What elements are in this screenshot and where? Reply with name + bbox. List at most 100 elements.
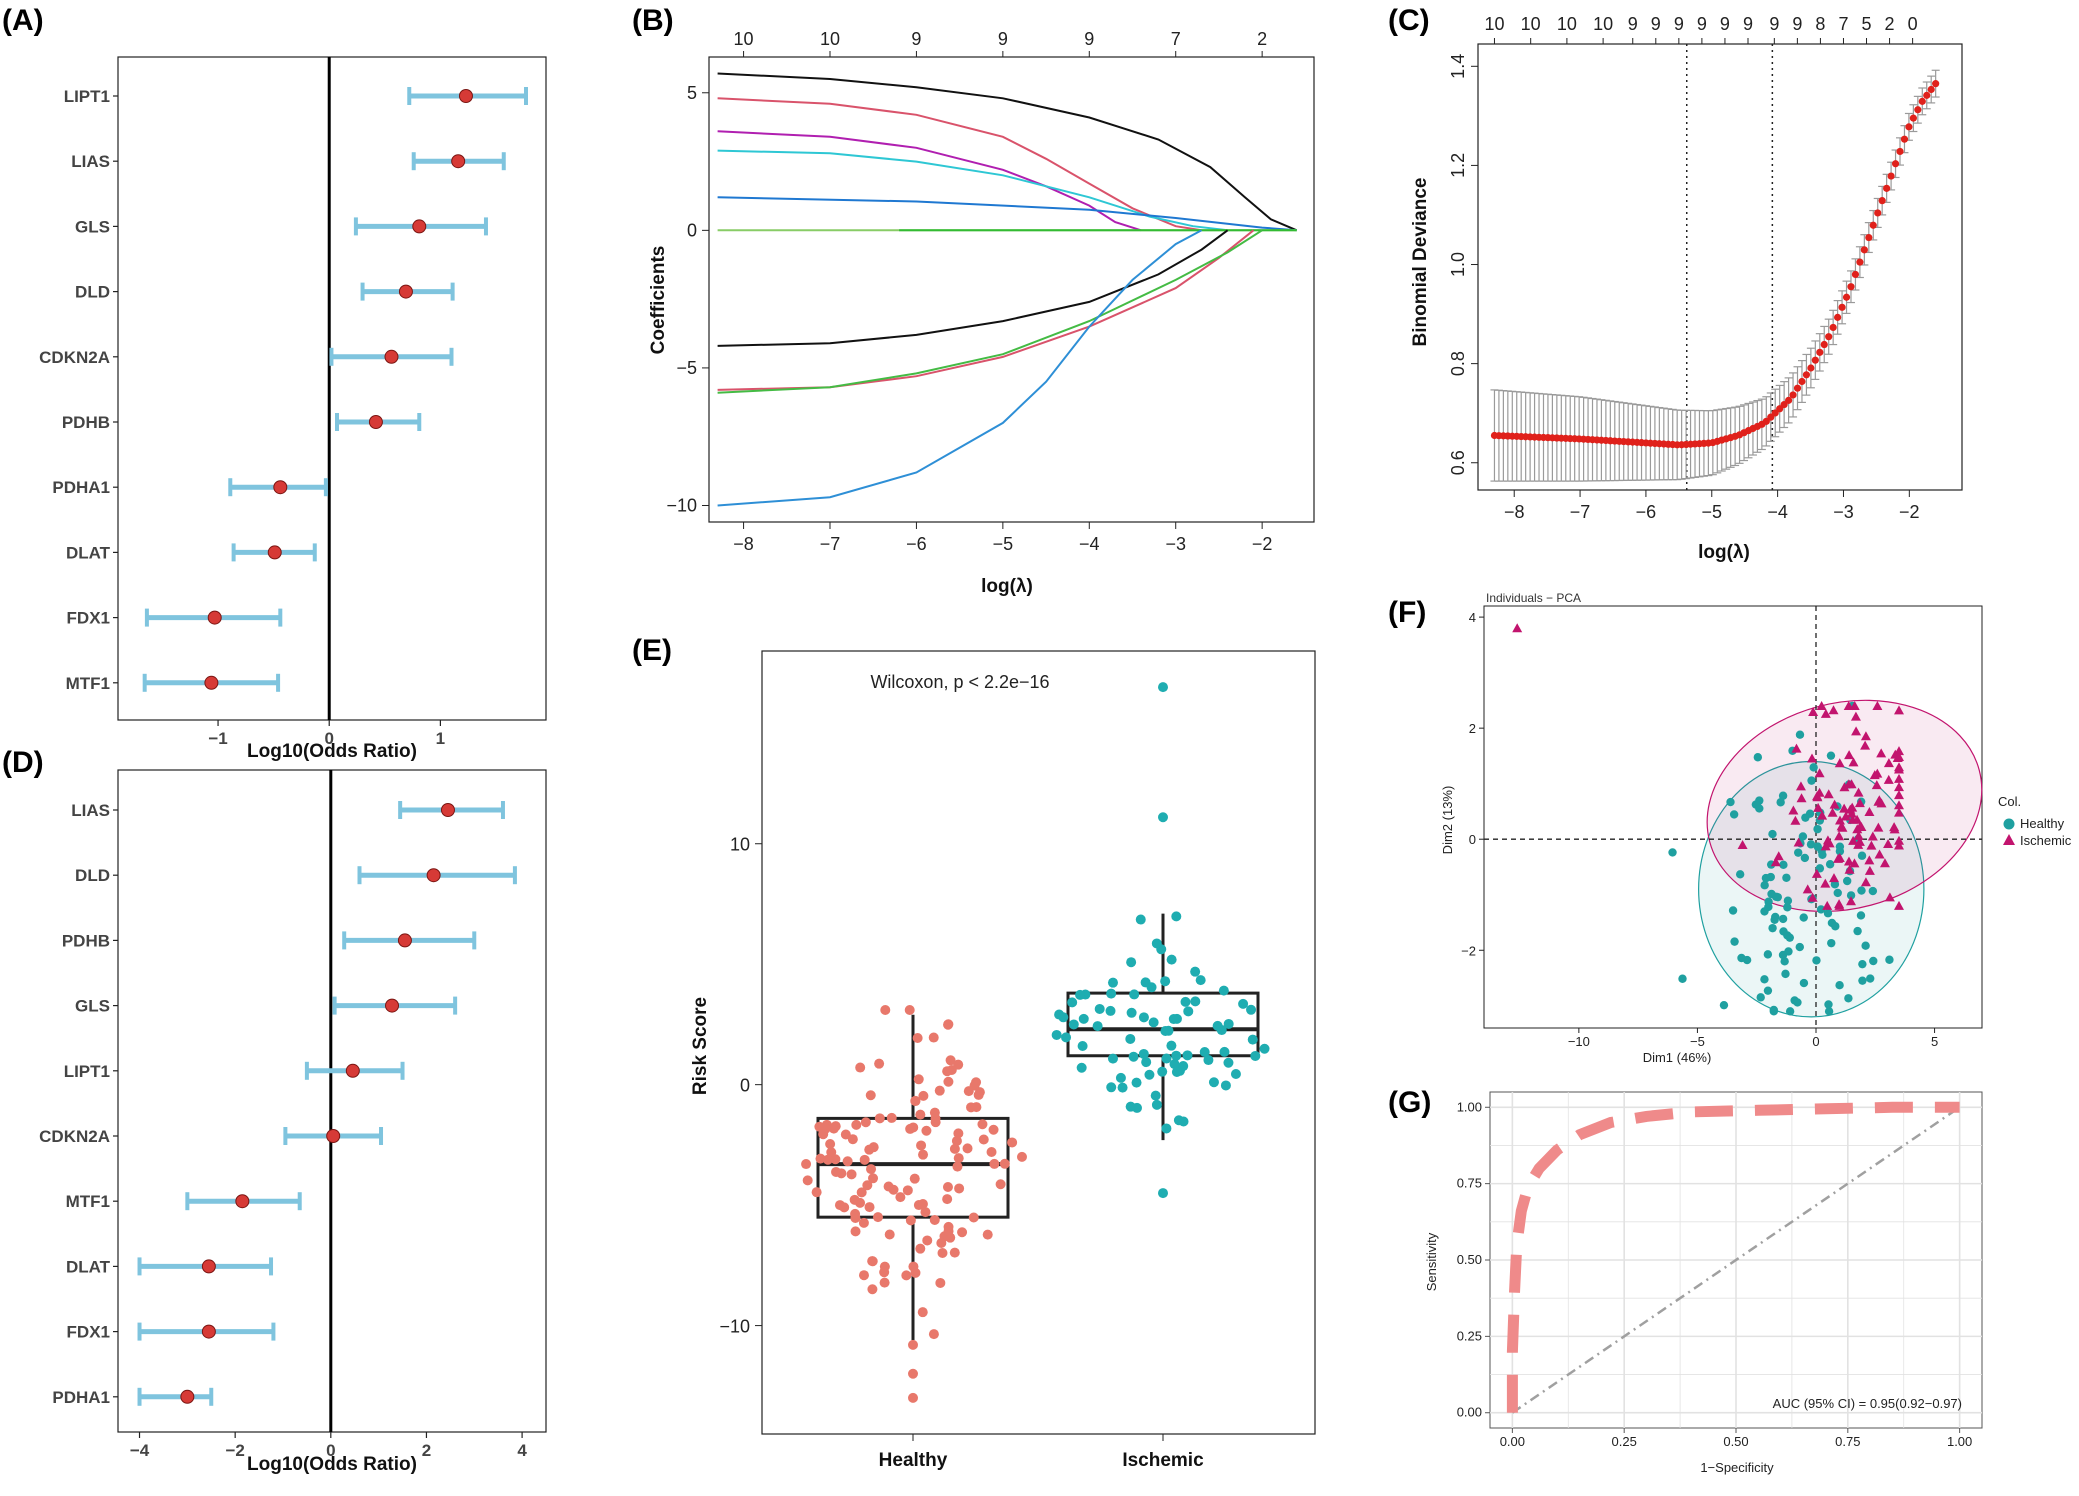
- panel-d-estimate-point: [385, 998, 400, 1013]
- panel-a-estimate-point: [412, 219, 427, 234]
- panel-c-top-tick-label: 10: [1593, 14, 1613, 34]
- panel-e-data-point: [920, 1207, 931, 1218]
- panel-f-ytick-label: 2: [1469, 721, 1476, 736]
- panel-f-legend-ischemic: Ischemic: [2020, 833, 2072, 848]
- panel-f-ytick-label: 4: [1469, 610, 1476, 625]
- panel-f-ischemic-point: [1864, 806, 1875, 816]
- panel-b-xtick-label: −4: [1079, 534, 1100, 554]
- panel-a-gene-label: CDKN2A: [39, 348, 110, 367]
- panel-a-xlabel: Log10(Odds Ratio): [247, 741, 417, 762]
- panel-c-deviance-point: [1842, 293, 1851, 301]
- panel-f-ischemic-point: [1843, 856, 1854, 866]
- panel-c-deviance-point: [1789, 391, 1797, 399]
- panel-f-healthy-point: [1799, 978, 1809, 988]
- panel-e-data-point: [1094, 1003, 1105, 1014]
- panel-e-data-point: [1051, 1029, 1062, 1040]
- panel-e-outlier-point: [1158, 812, 1168, 823]
- panel-g-xtick-label: 1.00: [1947, 1434, 1972, 1449]
- panel-f-ischemic-point: [1807, 892, 1818, 902]
- panel-f-healthy-point: [1780, 957, 1789, 966]
- panel-a-gene-label: DLAT: [66, 543, 111, 562]
- panel-d-xtick-label: 0: [326, 1441, 335, 1460]
- panel-f-healthy-point: [1755, 796, 1764, 805]
- panel-f-healthy-point: [1825, 860, 1835, 869]
- panel-e-data-point: [822, 1154, 833, 1165]
- panel-c-ylabel: Binomial Deviance: [1410, 178, 1431, 347]
- panel-d-xtick-label: −4: [130, 1441, 150, 1460]
- panel-label-e: (E): [632, 634, 672, 667]
- panel-f-ischemic-point: [1820, 708, 1831, 718]
- panel-c-xtick-label: −8: [1504, 502, 1525, 522]
- panel-c-deviance-point: [1909, 114, 1917, 122]
- panel-f-ischemic-point: [1860, 731, 1871, 741]
- panel-e-data-point: [1075, 989, 1086, 1000]
- panel-g-xtick-label: 0.50: [1723, 1434, 1748, 1449]
- panel-c-deviance-point: [1896, 147, 1904, 156]
- panel-e-data-point: [1160, 1025, 1171, 1036]
- panel-e-data-point: [1138, 1012, 1149, 1023]
- panel-e-data-point: [1138, 1048, 1149, 1059]
- panel-c-xtick-label: −7: [1570, 502, 1591, 522]
- panel-e-data-point: [801, 1159, 812, 1170]
- panel-f-ischemic-point: [1864, 865, 1875, 875]
- panel-e-data-point: [945, 1055, 956, 1066]
- panel-e-ytick-label: −10: [719, 1317, 750, 1337]
- panel-c-binomial-deviance: −8 −7 −6 −5 −4 −3 −20.60.81.01.21.410 10 10 10 9 9 9…: [1448, 14, 1963, 522]
- panel-d-estimate-point: [326, 1129, 341, 1143]
- panel-e-data-point: [1208, 1077, 1219, 1088]
- panel-c-xtick-label: −4: [1767, 502, 1788, 522]
- panel-e-data-point: [1223, 1018, 1234, 1029]
- panel-f-healthy-point: [1846, 891, 1856, 900]
- panel-f-ischemic-point: [1813, 802, 1824, 812]
- panel-e-data-point: [916, 1140, 927, 1151]
- panel-e-data-point: [977, 1119, 988, 1130]
- panel-e-outlier-point: [908, 1392, 918, 1403]
- panel-f-healthy-point: [1833, 888, 1842, 898]
- panel-e-data-point: [1126, 1007, 1137, 1018]
- panel-c-deviance-point: [1807, 364, 1815, 372]
- panel-g-ytick-label: 0.00: [1457, 1405, 1482, 1420]
- panel-a-xtick-label: −1: [208, 729, 227, 748]
- panel-c-deviance-point: [1829, 323, 1837, 332]
- panel-b-coef-path: [717, 229, 1229, 347]
- panel-e-data-point: [1223, 1057, 1234, 1068]
- panel-a-gene-label: FDX1: [67, 609, 110, 628]
- panel-e-data-point: [858, 1270, 869, 1281]
- panel-e-data-point: [953, 1153, 964, 1164]
- panel-c-top-tick-label: 0: [1908, 14, 1918, 34]
- panel-f-ischemic-point: [1840, 811, 1851, 821]
- panel-f-healthy-point: [1815, 864, 1825, 873]
- panel-b-ytick-label: −5: [676, 358, 697, 378]
- panel-e-data-point: [884, 1229, 895, 1240]
- panel-a-gene-label: PDHB: [62, 413, 110, 432]
- panel-e-data-point: [910, 1267, 921, 1278]
- panel-c-top-tick-label: 5: [1862, 14, 1872, 34]
- panel-f-healthy-point: [1826, 751, 1836, 760]
- panel-e-risk-boxplot: −10 0 10: [719, 650, 1316, 1441]
- panel-e-data-point: [1076, 1062, 1087, 1073]
- panel-d-estimate-point: [201, 1324, 216, 1339]
- panel-e-data-point: [917, 1198, 928, 1209]
- panel-e-data-point: [951, 1135, 962, 1146]
- panel-e-ylabel: Risk Score: [690, 997, 711, 1095]
- panel-d-gene-label: GLS: [75, 997, 110, 1016]
- panel-f-healthy-point: [1869, 956, 1878, 966]
- panel-f-ischemic-point: [1791, 743, 1802, 753]
- panel-d-gene-label: DLD: [75, 866, 110, 885]
- panel-e-data-point: [904, 1004, 915, 1015]
- panel-d-forest: −4 −2 0 2 4 LIAS DLD PDHB GLS LIPT1 CDKN2A MTF1 DLAT…: [39, 769, 547, 1460]
- panel-e-data-point: [915, 1109, 926, 1120]
- panel-e-data-point: [856, 1187, 867, 1198]
- panel-f-healthy-point: [1856, 911, 1866, 920]
- panel-e-outlier-point: [908, 1339, 918, 1350]
- panel-c-top-tick-label: 10: [1484, 14, 1504, 34]
- panel-f-outlier-point: [1512, 623, 1523, 633]
- panel-e-data-point: [864, 1144, 875, 1155]
- panel-e-data-point: [1078, 1013, 1089, 1024]
- panel-e-data-point: [986, 1147, 997, 1158]
- panel-f-ischemic-point: [1737, 839, 1748, 849]
- panel-f-healthy-point: [1827, 938, 1836, 948]
- panel-e-data-point: [957, 1227, 968, 1238]
- panel-f-title: Individuals − PCA: [1486, 591, 1581, 605]
- panel-f-ischemic-point: [1814, 768, 1825, 778]
